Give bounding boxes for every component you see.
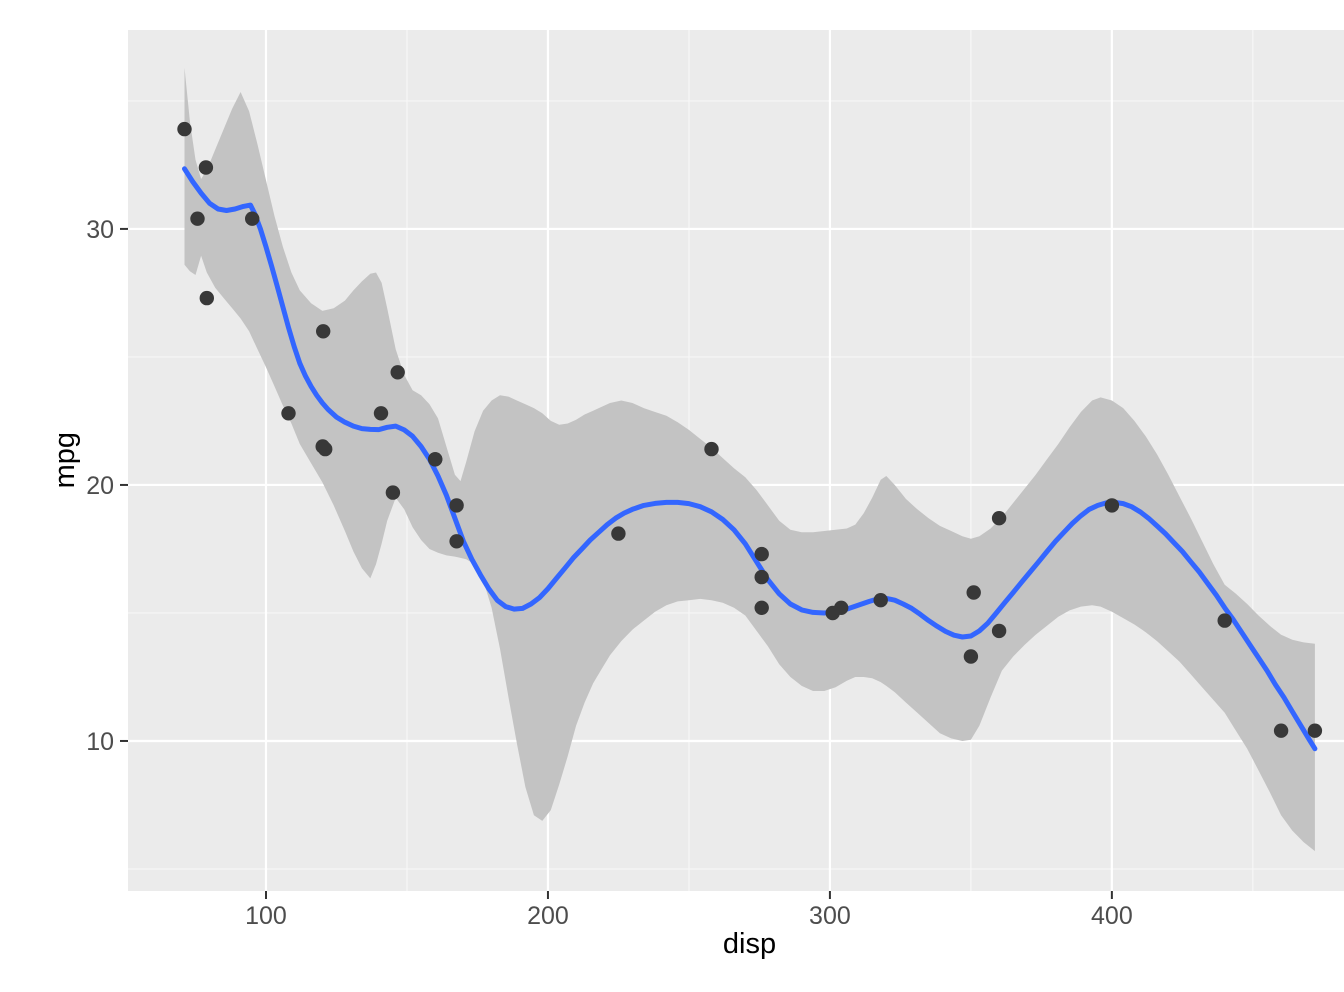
- data-point: [385, 485, 401, 500]
- data-point: [198, 160, 214, 175]
- y-axis-title-wrap: mpg: [46, 30, 84, 891]
- data-point: [754, 569, 769, 585]
- data-point: [449, 498, 464, 513]
- confidence-ribbon: [184, 67, 1315, 852]
- x-tick-label: 400: [1091, 902, 1133, 930]
- data-point: [245, 211, 260, 226]
- data-point: [825, 605, 840, 621]
- x-tick-label: 100: [245, 902, 287, 930]
- y-axis-title: mpg: [48, 432, 81, 489]
- data-point: [316, 324, 331, 339]
- data-point: [449, 534, 464, 549]
- x-tick-label: 300: [809, 902, 851, 930]
- data-point: [281, 406, 296, 421]
- data-point: [190, 211, 205, 226]
- x-axis-title: disp: [722, 928, 777, 960]
- data-point: [1307, 723, 1323, 738]
- data-point: [390, 365, 405, 380]
- data-point: [754, 600, 769, 615]
- data-point: [963, 649, 979, 664]
- data-point: [754, 546, 769, 562]
- y-tick-label: 30: [86, 216, 114, 244]
- data-point: [704, 441, 719, 457]
- data-point: [318, 441, 333, 457]
- chart-figure: 100 200 300 400 10 20 30 disp mpg: [40, 16, 1344, 976]
- data-point: [991, 623, 1007, 639]
- data-point: [199, 290, 214, 306]
- data-point: [373, 406, 389, 421]
- smooth-line: [182, 166, 1318, 752]
- data-point: [1273, 723, 1289, 738]
- y-tick-label: 20: [86, 472, 114, 500]
- data-point: [991, 511, 1007, 526]
- data-point: [177, 121, 192, 137]
- chart-canvas: 100 200 300 400 10 20 30: [86, 30, 1344, 930]
- x-tick-label: 200: [527, 902, 569, 930]
- data-point: [428, 452, 443, 467]
- data-point: [966, 585, 981, 600]
- y-tick-label: 10: [86, 728, 114, 756]
- data-point: [1217, 613, 1232, 628]
- data-point: [1104, 498, 1120, 513]
- data-point: [611, 526, 626, 541]
- data-point: [873, 593, 888, 608]
